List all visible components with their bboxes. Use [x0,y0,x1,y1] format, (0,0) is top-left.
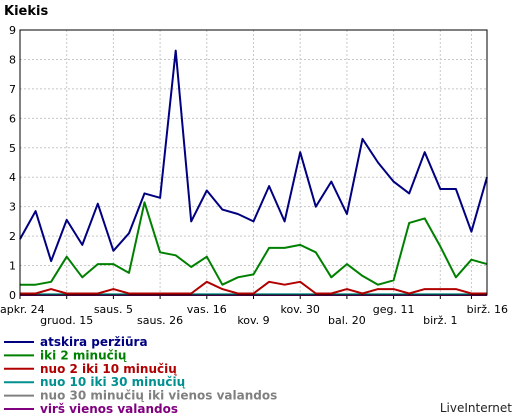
legend-label: nuo 2 iki 10 minučių [40,362,177,376]
legend-label: atskira peržiūra [40,335,148,349]
x-tick-label: vas. 16 [187,303,227,316]
x-tick-label: saus. 26 [137,314,183,327]
y-axis-label: Kiekis [4,4,48,19]
legend-label: nuo 30 minučių iki vienos valandos [40,389,277,403]
x-tick-label: gruod. 15 [40,314,93,327]
y-tick-label: 3 [9,201,16,214]
y-tick-label: 7 [9,83,16,96]
grid-lines [19,30,487,295]
x-tick-label: birž. 16 [467,303,508,316]
series-line [20,280,487,295]
x-tick-label: geg. 11 [373,303,415,316]
plot-frame [19,29,488,296]
x-tick-label: saus. 5 [94,303,133,316]
series-line [19,49,488,263]
y-tick-label: 9 [9,24,16,37]
y-tick-label: 1 [9,260,16,273]
y-tick-label: 6 [9,112,16,125]
y-tick-label: 8 [9,53,16,66]
x-tick-label: bal. 20 [328,314,366,327]
legend-label: virš vienos valandos [40,402,178,416]
x-tick-label: kov. 9 [237,314,269,327]
y-tick-label: 0 [9,289,16,302]
series-line [20,201,488,286]
x-tick-label: birž. 1 [423,314,457,327]
y-tick-label: 2 [9,230,16,243]
legend-label: iki 2 minučių [40,348,127,362]
x-tick-label: apkr. 24 [0,303,45,316]
brand-label: LiveInternet [440,401,512,415]
y-tick-label: 4 [9,171,16,184]
y-tick-labels: 0 1 2 3 4 5 6 7 8 9 [9,24,16,302]
x-tick-label: kov. 30 [281,303,320,316]
legend-label: nuo 10 iki 30 minučių [40,375,186,389]
y-tick-label: 5 [9,142,16,155]
